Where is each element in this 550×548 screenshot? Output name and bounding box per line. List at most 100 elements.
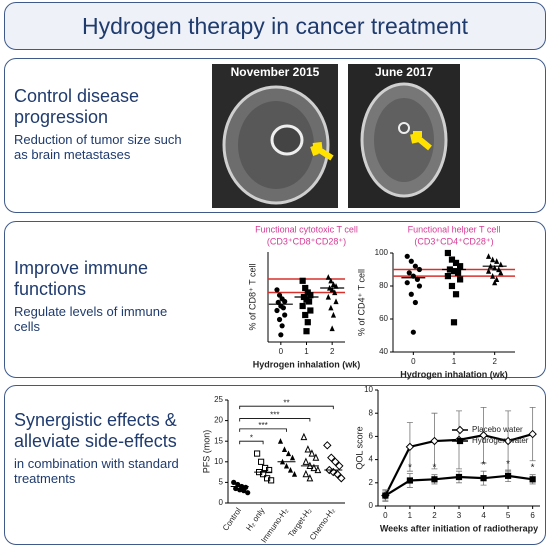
point xyxy=(310,463,318,472)
x-tick-label: 1 xyxy=(304,347,309,356)
point xyxy=(329,325,335,332)
y-tick-label: 0 xyxy=(219,498,224,507)
point xyxy=(275,299,281,305)
point xyxy=(262,464,269,472)
x-axis-label: Hydrogen inhalation (wk) xyxy=(253,359,361,369)
point xyxy=(485,268,492,274)
point xyxy=(280,305,286,311)
point xyxy=(457,263,464,270)
annotation: * xyxy=(433,462,437,473)
point xyxy=(329,286,335,293)
point xyxy=(302,311,309,319)
panel-text: Improve immune functions Regulate levels… xyxy=(14,258,194,334)
point xyxy=(328,277,334,284)
panel-heading: Control disease progression xyxy=(14,86,140,127)
point xyxy=(492,264,498,271)
panel-heading: Synergistic effects & alleviate side-eff… xyxy=(14,410,177,451)
y-tick-label: 10 xyxy=(214,457,223,466)
point xyxy=(282,298,288,305)
y-axis-label: QOL score xyxy=(354,426,364,469)
point xyxy=(404,253,410,259)
significance-label: *** xyxy=(258,421,267,430)
y-axis-label: PFS (mon) xyxy=(201,430,211,474)
point xyxy=(454,269,462,276)
significance-label: *** xyxy=(270,411,279,420)
point xyxy=(302,457,310,465)
page-title: Hydrogen therapy in cancer treatment xyxy=(81,12,469,39)
chart-subtitle: (CD3⁺CD4⁺CD28⁺) xyxy=(414,236,493,246)
significance-bracket xyxy=(239,405,334,410)
point xyxy=(504,472,512,479)
point xyxy=(241,488,247,494)
x-tick-label: 3 xyxy=(457,511,462,520)
point xyxy=(304,319,311,326)
point xyxy=(382,492,389,499)
point xyxy=(327,453,336,462)
x-tick-label: Control xyxy=(221,506,243,532)
y-tick-label: 80 xyxy=(379,281,388,290)
legend-marker xyxy=(455,425,465,435)
image-label: June 2017 xyxy=(375,65,433,79)
point xyxy=(479,431,488,440)
point xyxy=(406,477,414,484)
point xyxy=(457,276,464,283)
point xyxy=(448,282,456,290)
y-tick-label: 60 xyxy=(379,314,388,323)
point xyxy=(331,457,340,467)
x-tick-label: 2 xyxy=(330,347,335,356)
x-tick-label: 0 xyxy=(411,357,416,366)
panel-heading: Improve immune functions xyxy=(14,258,149,299)
y-tick-label: 0 xyxy=(369,501,374,510)
x-tick-label: 4 xyxy=(481,511,486,520)
point xyxy=(264,475,271,482)
x-axis-label: Weeks after initiation of radiotherapy xyxy=(380,523,538,533)
point xyxy=(254,450,261,457)
point xyxy=(245,490,251,496)
point xyxy=(408,291,414,297)
panel-text: Synergistic effects & alleviate side-eff… xyxy=(14,410,184,486)
point xyxy=(430,436,439,446)
point xyxy=(325,293,331,300)
point xyxy=(414,276,420,282)
point xyxy=(452,259,460,266)
y-tick-label: 8 xyxy=(369,408,374,417)
annotation: * xyxy=(531,462,535,473)
point xyxy=(308,449,316,457)
point xyxy=(496,266,502,273)
y-tick-label: 40 xyxy=(379,347,388,356)
point xyxy=(333,298,339,305)
point xyxy=(307,307,314,314)
x-axis-label: Hydrogen inhalation (wk) xyxy=(400,369,508,379)
point xyxy=(332,289,338,296)
point xyxy=(404,280,410,286)
point xyxy=(337,474,346,483)
point xyxy=(528,429,537,439)
y-tick-label: 20 xyxy=(214,416,223,425)
point xyxy=(258,458,265,465)
legend-marker xyxy=(456,437,464,445)
significance-label: ** xyxy=(283,398,289,407)
point xyxy=(330,311,337,318)
point xyxy=(498,269,504,276)
point xyxy=(529,476,536,483)
significance-bracket xyxy=(239,440,264,445)
point xyxy=(410,329,416,335)
point xyxy=(300,432,308,441)
x-tick-label: 1 xyxy=(408,511,413,520)
point xyxy=(333,283,339,289)
x-tick-label: 6 xyxy=(530,511,535,520)
point xyxy=(410,273,416,279)
point xyxy=(276,316,283,323)
point xyxy=(287,466,294,473)
point xyxy=(416,283,423,289)
point xyxy=(289,454,296,461)
panel-description: Regulate levels of immune cells xyxy=(14,304,168,334)
point xyxy=(492,279,498,286)
panel-text: Control disease progression Reduction of… xyxy=(14,86,194,162)
point xyxy=(303,328,310,335)
annotation: * xyxy=(506,459,510,470)
y-axis-label: % of CD8⁺ T cell xyxy=(247,264,257,331)
x-tick-label: H₂ only xyxy=(244,506,266,532)
point xyxy=(325,465,334,475)
